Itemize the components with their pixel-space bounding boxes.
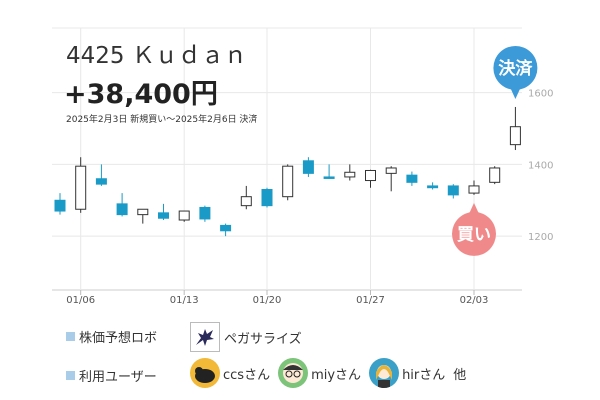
robot-name: ペガサライズ [224, 331, 302, 347]
legend-square-icon [66, 332, 75, 341]
candle [240, 185, 252, 210]
pegasus-icon [190, 322, 220, 352]
settle-marker-bubble [493, 45, 538, 90]
x-tick-label: 02/03 [460, 295, 489, 306]
users-legend: 利用ユーザー [66, 366, 157, 385]
user-name[interactable]: ccsさん [223, 367, 271, 383]
candle-body [54, 199, 66, 212]
candle-body [282, 165, 294, 198]
candle-body [220, 224, 232, 232]
candle [178, 210, 190, 222]
robot-label: 株価予想ロボ [79, 331, 158, 346]
candle [95, 164, 107, 186]
candle-body [509, 126, 521, 146]
y-tick-label: 1400 [528, 160, 553, 171]
candle [509, 106, 521, 151]
user-name[interactable]: miyさん [311, 367, 362, 383]
candle [365, 169, 376, 188]
candle-body [323, 176, 335, 179]
candle [54, 193, 66, 215]
candle [385, 166, 397, 192]
candle [116, 193, 128, 217]
candle-body [427, 185, 439, 189]
candle-body [75, 165, 87, 210]
candle [406, 171, 418, 186]
robot-legend: 株価予想ロボ [66, 327, 157, 346]
users-label: 利用ユーザー [79, 370, 157, 385]
candle-body [199, 206, 211, 220]
candle [302, 157, 314, 177]
candle [261, 187, 273, 208]
candle [323, 164, 335, 179]
trade-period: 2025年2月3日 新規買い〜2025年2月6日 決済 [66, 115, 258, 125]
candle-body [116, 203, 128, 216]
candle [282, 164, 294, 201]
candle-body [137, 208, 149, 216]
candle [199, 205, 211, 222]
candle [75, 157, 87, 213]
candle-body [385, 167, 397, 174]
candle-body [95, 178, 107, 185]
candle-body [302, 160, 314, 174]
buy-marker-label: 買い [457, 225, 491, 245]
candle-body [468, 185, 480, 194]
candle-body [240, 196, 252, 207]
chart-ticks: 1200 1400 1600 01/06 01/13 01/20 01/27 02/03 [66, 89, 553, 306]
blonde-avatar-icon[interactable] [369, 358, 400, 388]
others-label: 他 [453, 367, 467, 383]
glasses-avatar-icon[interactable] [278, 358, 309, 388]
candle [489, 166, 501, 185]
candle-body [158, 212, 169, 219]
robot-item[interactable]: ペガサライズ [190, 322, 302, 352]
candle [344, 164, 356, 181]
y-tick-label: 1600 [528, 89, 553, 100]
candle [468, 180, 480, 195]
candle-body [178, 210, 190, 221]
profit-amount: +38,400円 [64, 79, 218, 110]
stock-title: 4425 Ｋｕｄａｎ [66, 43, 247, 69]
settle-marker-label: 決済 [498, 58, 533, 79]
candle-body [365, 169, 376, 182]
x-tick-label: 01/06 [66, 295, 95, 306]
candle-body [447, 185, 459, 196]
candle-body [406, 174, 418, 183]
x-tick-label: 01/13 [170, 295, 199, 306]
candle-body [261, 189, 273, 207]
candle [427, 182, 439, 190]
candle-body [489, 167, 501, 183]
buy-marker-pointer [469, 202, 479, 214]
candle [447, 184, 459, 199]
x-tick-label: 01/27 [356, 295, 385, 306]
chart-markers: 買い 決済 [452, 45, 538, 256]
candle [137, 208, 149, 224]
y-tick-label: 1200 [528, 232, 553, 243]
candle [220, 223, 232, 237]
candle-body [344, 171, 356, 178]
x-tick-label: 01/20 [253, 295, 282, 306]
legend-square-icon [66, 371, 75, 380]
chart-candles [54, 106, 521, 237]
buy-marker: 買い [452, 202, 496, 256]
buy-marker-bubble [452, 211, 496, 256]
user-name[interactable]: hirさん [402, 367, 446, 383]
user-list: ccsさん miyさん hirさん 他 [190, 358, 466, 388]
settle-marker: 決済 [493, 45, 538, 99]
settle-marker-pointer [510, 87, 521, 99]
candle [158, 203, 169, 221]
cat-avatar-icon[interactable] [190, 358, 220, 388]
